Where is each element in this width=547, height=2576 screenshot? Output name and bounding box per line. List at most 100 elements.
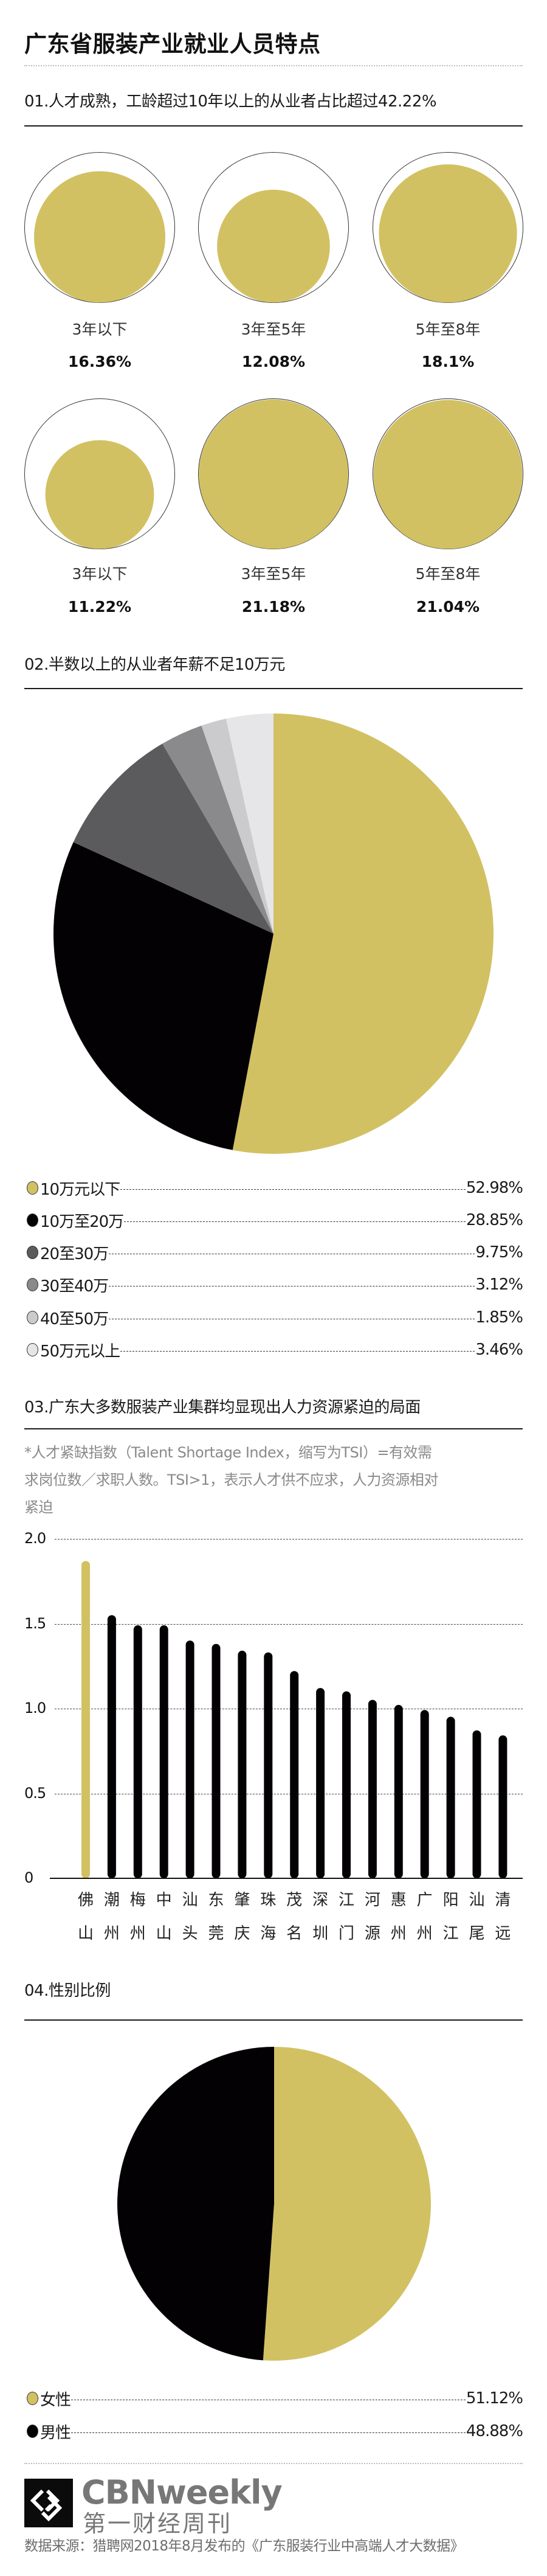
legend-swatch-icon	[27, 2392, 38, 2405]
bar	[316, 1688, 325, 1878]
pie-slice	[225, 713, 274, 934]
legend-label: 女性	[40, 2390, 71, 2409]
city-label: 广州	[416, 1891, 433, 1943]
bubble	[373, 152, 523, 303]
city-label: 东莞	[208, 1891, 224, 1943]
bubble	[198, 398, 349, 549]
page-title: 广东省服装产业就业人员特点	[24, 31, 321, 57]
bubble-value: 16.36%	[67, 353, 132, 370]
bar	[264, 1652, 273, 1878]
city-label: 清远	[495, 1891, 511, 1943]
tsi-note-line: 紧迫	[24, 1499, 53, 1516]
bubble-label: 3年至5年	[241, 565, 306, 583]
legend-swatch-icon	[27, 1181, 38, 1195]
city-label: 河源	[364, 1891, 380, 1943]
salary-pie-chart	[53, 713, 494, 1154]
bubble-value: 12.08%	[241, 353, 306, 370]
y-tick-label: 1.5	[24, 1615, 46, 1632]
legend-swatch-icon	[27, 1343, 38, 1356]
gridline-1-5	[55, 1624, 523, 1625]
section2-divider	[24, 688, 523, 689]
legend-item: 10万元以下 52.98%	[24, 1178, 523, 1199]
bar	[133, 1625, 142, 1878]
bar	[394, 1704, 403, 1878]
city-label: 潮州	[103, 1891, 120, 1943]
bar	[107, 1615, 116, 1878]
legend-label: 10万至20万	[40, 1212, 124, 1231]
tenure-bubbles-svg	[24, 152, 523, 549]
bar	[420, 1710, 429, 1878]
legend-swatch-icon	[27, 2425, 38, 2438]
legend-item: 20至30万 9.75%	[24, 1242, 523, 1263]
bubble	[24, 398, 175, 549]
city-label: 佛山	[77, 1891, 94, 1943]
bubble-value: 21.04%	[416, 598, 480, 616]
legend-value: 3.46%	[475, 1341, 523, 1359]
bubble-label: 3年以下	[72, 565, 128, 583]
pie-slice	[263, 2047, 431, 2361]
city-label: 茂名	[286, 1891, 303, 1943]
section4-title: 04.性别比例	[24, 1982, 111, 2000]
y-tick-label: 0	[24, 1869, 33, 1886]
legend-item: 女性 51.12%	[24, 2388, 523, 2409]
legend-item: 男性 48.88%	[24, 2421, 523, 2442]
bubble-value: 21.18%	[241, 598, 306, 616]
y-tick-label: 2.0	[24, 1530, 46, 1547]
city-label: 深圳	[312, 1891, 329, 1943]
bubble-label: 3年至5年	[241, 321, 306, 338]
legend-swatch-icon	[27, 1246, 38, 1259]
legend-item: 40至50万 1.85%	[24, 1307, 523, 1328]
footer-divider	[24, 2463, 523, 2464]
pie-slice	[117, 2047, 275, 2361]
bubble-value: 18.1%	[421, 353, 475, 370]
city-label: 汕尾	[469, 1891, 485, 1943]
title-divider	[24, 65, 523, 66]
pie-slice	[73, 743, 274, 934]
data-source: 数据来源：猎聘网2018年8月发布的《广东服装行业中高端人才大数据》	[24, 2538, 464, 2554]
section2-title: 02.半数以上的从业者年薪不足10万元	[24, 656, 285, 674]
bubble	[373, 398, 523, 549]
pie-slice	[53, 842, 274, 1150]
legend-value: 9.75%	[475, 1243, 523, 1262]
city-label: 江门	[338, 1891, 354, 1943]
bar	[368, 1699, 377, 1878]
brand-name-cn: 第一财经周刊	[83, 2510, 233, 2537]
y-tick-label: 1.0	[24, 1699, 46, 1717]
legend-item: 30至40万 3.12%	[24, 1274, 523, 1296]
section4-divider	[24, 2019, 523, 2021]
section1-divider	[24, 125, 523, 127]
city-label: 阳江	[442, 1891, 459, 1943]
legend-value: 51.12%	[466, 2389, 523, 2408]
bar	[290, 1671, 299, 1878]
pie-slice	[201, 718, 274, 934]
legend-item: 10万至20万 28.85%	[24, 1210, 523, 1231]
pie-slice	[162, 725, 274, 934]
bubble-label: 5年至8年	[415, 321, 481, 338]
bar	[342, 1691, 351, 1878]
pie-slice	[232, 713, 494, 1154]
city-label: 汕头	[182, 1891, 198, 1943]
city-label: 梅州	[129, 1891, 146, 1943]
legend-value: 1.85%	[475, 1308, 523, 1327]
bubble-value: 11.22%	[67, 598, 132, 616]
leader-line	[71, 2432, 466, 2433]
legend-value: 3.12%	[475, 1276, 523, 1294]
section3-title: 03.广东大多数服装产业集群均显现出人力资源紧迫的局面	[24, 1398, 421, 1417]
tsi-note-line: *人才紧缺指数（Talent Shortage Index，缩写为TSI）=有效…	[24, 1444, 432, 1461]
bar	[81, 1561, 90, 1878]
legend-value: 52.98%	[466, 1179, 523, 1197]
cbn-logo	[24, 2479, 73, 2527]
legend-label: 男性	[40, 2423, 71, 2442]
legend-label: 20至30万	[40, 1245, 109, 1263]
bar	[472, 1730, 481, 1878]
section3-divider	[24, 1428, 523, 1429]
legend-swatch-icon	[27, 1278, 38, 1291]
city-label: 中山	[156, 1891, 172, 1943]
city-label: 肇庆	[234, 1891, 250, 1943]
legend-swatch-icon	[27, 1213, 38, 1227]
bar	[185, 1640, 194, 1878]
bubble-label: 3年以下	[72, 321, 128, 338]
bar	[238, 1650, 247, 1878]
bubble-label: 5年至8年	[415, 565, 481, 583]
section1-title: 01.人才成熟，工龄超过10年以上的从业者占比超过42.22%	[24, 92, 437, 111]
